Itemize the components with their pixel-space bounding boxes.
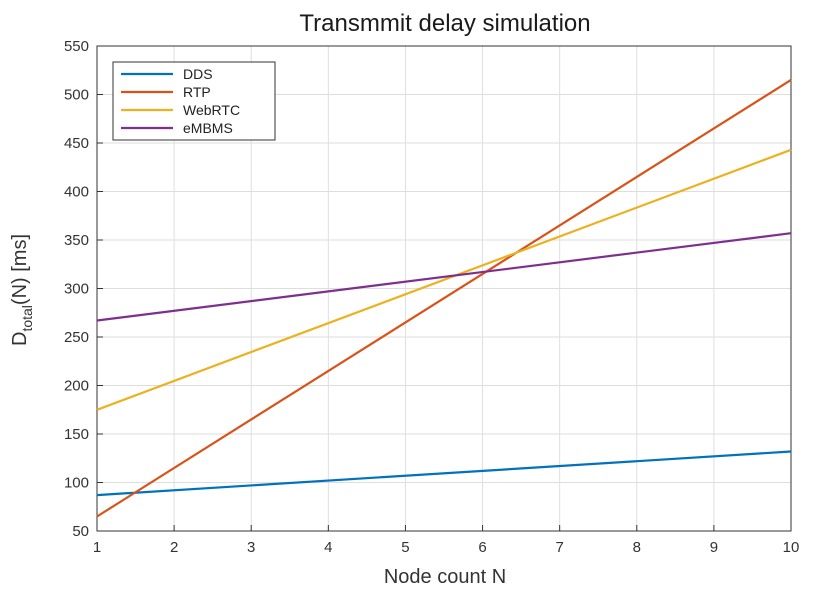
x-tick-label: 4 [324, 539, 332, 556]
y-tick-label: 450 [64, 135, 89, 152]
x-tick-label: 1 [93, 539, 101, 556]
y-axis-label-base: D [9, 332, 31, 346]
ticks: 1 2 3 4 5 6 7 8 9 10 50 100 150 200 250 300 350 400 450 500… [64, 38, 799, 556]
x-tick-label: 6 [478, 539, 486, 556]
series [96, 78, 792, 518]
series-line-rtp [96, 78, 792, 518]
y-tick-label: 550 [64, 38, 89, 55]
legend-label-embms: eMBMS [183, 120, 233, 136]
x-tick-label: 9 [710, 539, 718, 556]
y-axis-label-subscript: total [19, 305, 35, 331]
y-axis-label-suffix: (N) [ms] [9, 234, 31, 305]
x-tick-label: 2 [170, 539, 178, 556]
series-line-webrtc [96, 148, 792, 411]
series-line-dds [96, 450, 792, 497]
y-axis-label: Dtotal(N) [ms] [9, 234, 35, 346]
x-tick-label: 8 [633, 539, 641, 556]
y-tick-label: 50 [72, 523, 89, 540]
y-tick-label: 150 [64, 426, 89, 443]
y-tick-label: 400 [64, 184, 89, 201]
y-tick-label: 500 [64, 87, 89, 104]
legend: DDS RTP WebRTC eMBMS [112, 61, 276, 141]
x-tick-label: 3 [247, 539, 255, 556]
legend-label-dds: DDS [183, 66, 213, 82]
legend-label-rtp: RTP [183, 84, 211, 100]
y-tick-label: 100 [64, 475, 89, 492]
x-tick-label: 10 [783, 539, 800, 556]
y-tick-label: 200 [64, 378, 89, 395]
legend-label-webrtc: WebRTC [183, 102, 240, 118]
x-axis-label: Node count N [384, 566, 506, 588]
y-tick-label: 250 [64, 329, 89, 346]
chart-title: Transmmit delay simulation [299, 10, 590, 37]
x-tick-label: 5 [401, 539, 409, 556]
x-tick-label: 7 [555, 539, 563, 556]
y-tick-label: 350 [64, 232, 89, 249]
y-tick-label: 300 [64, 281, 89, 298]
series-line-embms [96, 232, 792, 322]
